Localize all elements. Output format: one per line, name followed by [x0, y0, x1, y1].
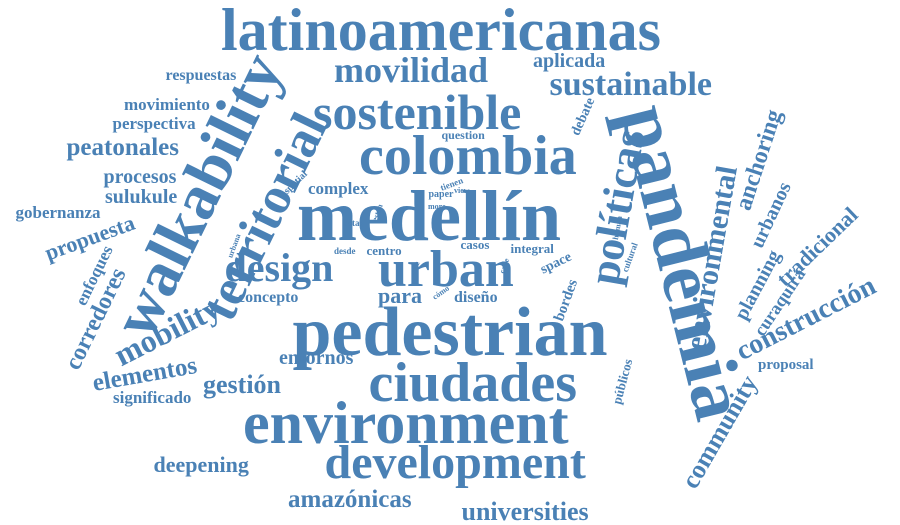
- word-diseno: diseño: [454, 289, 498, 306]
- word-environment: environment: [243, 390, 569, 456]
- word-estas: estas: [344, 217, 364, 228]
- word-perspectiva: perspectiva: [112, 113, 196, 133]
- word-deepening: deepening: [153, 452, 249, 477]
- word-ciudades: ciudades: [368, 352, 578, 414]
- word-latinoamericanas: latinoamericanas: [221, 0, 661, 63]
- word-proposal: proposal: [758, 356, 814, 373]
- word-aplicada: aplicada: [533, 50, 606, 72]
- word-centro: centro: [366, 242, 402, 258]
- word-integral: integral: [510, 240, 554, 256]
- word-publicos: públicos: [608, 356, 636, 406]
- word-gobernanza: gobernanza: [15, 202, 101, 222]
- word-casos: casos: [460, 236, 490, 252]
- word-development: development: [324, 436, 586, 489]
- word-sustainable: sustainable: [549, 66, 713, 103]
- word-paper: paper: [428, 189, 454, 200]
- word-more: more: [428, 202, 446, 211]
- word-urban: urban: [378, 241, 514, 298]
- word-para: para: [378, 283, 422, 308]
- word-desde: desde: [334, 245, 356, 256]
- word-sulukule: sulukule: [105, 186, 178, 208]
- word-pedestrian: pedestrian: [292, 294, 608, 371]
- word-view: view: [454, 186, 470, 195]
- word-universities: universities: [461, 497, 589, 525]
- word-entornos: entornos: [279, 347, 354, 369]
- word-question: question: [441, 128, 485, 142]
- word-design: design: [224, 245, 334, 290]
- word-significado: significado: [113, 387, 192, 407]
- word-complex: complex: [308, 178, 369, 198]
- word-gestion: gestión: [203, 370, 281, 399]
- word-procesos: procesos: [103, 166, 177, 188]
- word-movilidad: movilidad: [334, 50, 489, 90]
- word-amazonicas: amazónicas: [288, 485, 412, 513]
- word-concepto: concepto: [238, 289, 299, 306]
- word-medellin: medellín: [297, 176, 561, 256]
- word-sostenible: sostenible: [313, 84, 522, 140]
- word-movimiento: movimiento: [124, 94, 210, 114]
- word-respuestas: respuestas: [165, 67, 237, 84]
- word-colombia: colombia: [359, 125, 577, 187]
- word-peatonales: peatonales: [66, 133, 180, 161]
